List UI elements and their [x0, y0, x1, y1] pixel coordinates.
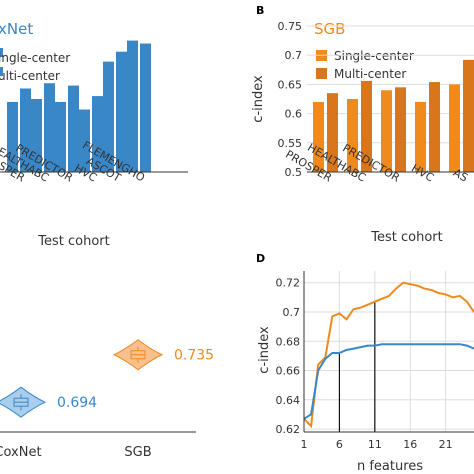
panel-d-ytick-label: 0.68 — [276, 335, 301, 348]
panel-d-xtick-label: 1 — [301, 438, 308, 451]
panel-a-legend-multi-swatch — [0, 67, 3, 76]
panel-d-xtick-label: 6 — [336, 438, 343, 451]
panel-d-lines — [303, 281, 474, 429]
panel-b-ytick-label: 0.65 — [278, 78, 303, 91]
panel-b-bar-ascot-single — [449, 84, 460, 172]
panel-b-bar-healthabc-multi — [361, 80, 372, 172]
panel-a-bar-predictor-multi — [68, 85, 79, 172]
panel-a-bar-prosper-multi — [20, 88, 31, 172]
panel-b-bar-ascot-multi — [463, 59, 474, 172]
panel-a-bar-ascot-single — [103, 61, 114, 172]
panel-d-ticks: 0.620.640.660.680.70.721 6 11 16 21 — [276, 277, 453, 451]
panel-a-bar-flemengho-multi — [140, 43, 151, 172]
panel-c-value-coxnet: 0.694 — [57, 395, 97, 411]
panel-d-line-coxnet — [303, 343, 474, 420]
panel-b-bar-hvc-multi — [429, 82, 440, 172]
panel-b-bar-healthabc-single — [347, 99, 358, 172]
panel-a-legend-single-swatch — [0, 48, 3, 57]
panel-b-bar-prosper-single — [313, 101, 324, 172]
panel-b-title: SGB — [314, 20, 345, 38]
panel-d-letter: D — [256, 252, 265, 265]
panel-d-xlabel: n features — [357, 459, 423, 474]
panel-a-bar-hvc-single — [79, 109, 90, 172]
panel-c: 0.694 0.735 CoxNet SGB — [0, 339, 214, 460]
panel-d-xtick-label: 21 — [439, 438, 453, 451]
panel-a-bar-predictor-single — [55, 101, 66, 172]
panel-d: D 0.620.640.660.680.70.721 6 11 16 21 c-inde… — [256, 252, 474, 474]
panel-b-bar-hvc-single — [415, 101, 426, 172]
panel-b-bars — [313, 59, 474, 172]
panel-b-ytick-label: 0.75 — [278, 20, 303, 33]
panel-a-xlabel: Test cohort — [37, 234, 109, 249]
panel-a-legend-single-label: ingle-center — [0, 51, 70, 65]
panel-d-ylabel: c-index — [257, 326, 272, 374]
panel-b-ytick-label: 0.6 — [285, 108, 303, 121]
panel-a-legend-multi-label: ulti-center — [0, 69, 60, 83]
panel-d-ytick-label: 0.72 — [276, 277, 301, 290]
panel-d-ytick-label: 0.64 — [276, 394, 301, 407]
panel-a-bar-ascot-multi — [116, 51, 127, 172]
panel-d-xtick-label: 11 — [368, 438, 382, 451]
panel-b-xlabel: Test cohort — [370, 230, 442, 245]
panel-d-line-sgb — [303, 281, 474, 429]
panel-b-bar-predictor-single — [381, 90, 392, 172]
panel-b-ylabel: c-index — [251, 75, 266, 123]
panel-c-tick-coxnet: CoxNet — [0, 445, 42, 460]
panel-b: B SGB Single-center Multi-center 0.5 0.55… — [251, 4, 474, 245]
panel-b-letter: B — [256, 4, 264, 17]
panel-a-bar-prosper-single — [7, 101, 18, 172]
panel-a-bar-flemengho-single — [127, 40, 138, 172]
panel-b-ytick-label: 0.7 — [285, 49, 303, 62]
panel-a-title: xNet — [0, 20, 33, 38]
panel-a: xNet ingle-center ulti-center OSPERHEALT… — [0, 20, 188, 249]
panel-b-legend-single-label: Single-center — [334, 49, 414, 63]
panel-d-ytick-label: 0.66 — [276, 365, 301, 378]
panel-d-markers — [338, 301, 376, 432]
panel-d-xtick-label: 16 — [403, 438, 417, 451]
panel-b-ytick-label: 0.55 — [278, 137, 303, 150]
panel-c-tick-sgb: SGB — [124, 445, 151, 460]
panel-a-bars — [7, 40, 151, 172]
panel-b-ytick-label: 0.5 — [285, 166, 303, 179]
panel-a-bar-healthabc-multi — [44, 83, 55, 172]
panel-b-legend-multi-label: Multi-center — [334, 67, 406, 81]
panel-b-tick-ascot: AS — [451, 166, 470, 185]
panel-b-legend-multi-swatch — [316, 68, 327, 79]
panel-d-ytick-label: 0.62 — [276, 423, 301, 436]
panel-b-bar-predictor-multi — [395, 87, 406, 172]
panel-b-bar-prosper-multi — [327, 93, 338, 172]
panel-b-y-ticks: 0.5 0.55 0.6 0.65 0.7 0.75 — [278, 20, 303, 179]
panel-a-bar-hvc-multi — [92, 96, 103, 172]
panel-a-bar-healthabc-single — [31, 99, 42, 172]
panel-c-value-sgb: 0.735 — [174, 348, 214, 364]
panel-c-violins: 0.694 0.735 — [0, 339, 214, 418]
panel-d-ytick-label: 0.7 — [283, 306, 301, 319]
